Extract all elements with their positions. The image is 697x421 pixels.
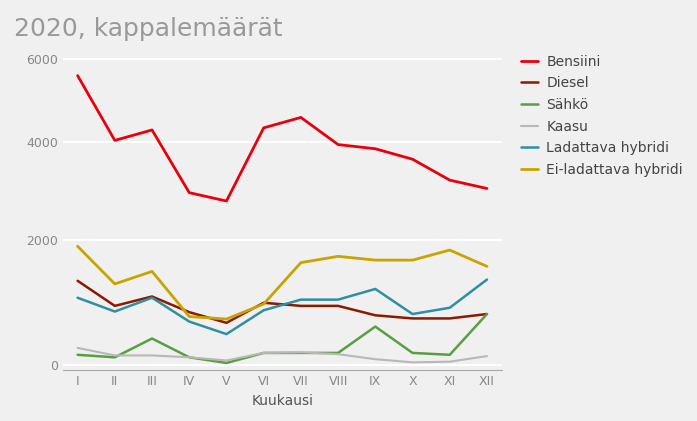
- X-axis label: Kuukausi: Kuukausi: [252, 394, 313, 408]
- Text: 2020, kappalemäärät: 2020, kappalemäärät: [14, 17, 282, 41]
- Legend: Bensiini, Diesel, Sähkö, Kaasu, Ladattava hybridi, Ei-ladattava hybridi: Bensiini, Diesel, Sähkö, Kaasu, Ladattav…: [516, 49, 689, 182]
